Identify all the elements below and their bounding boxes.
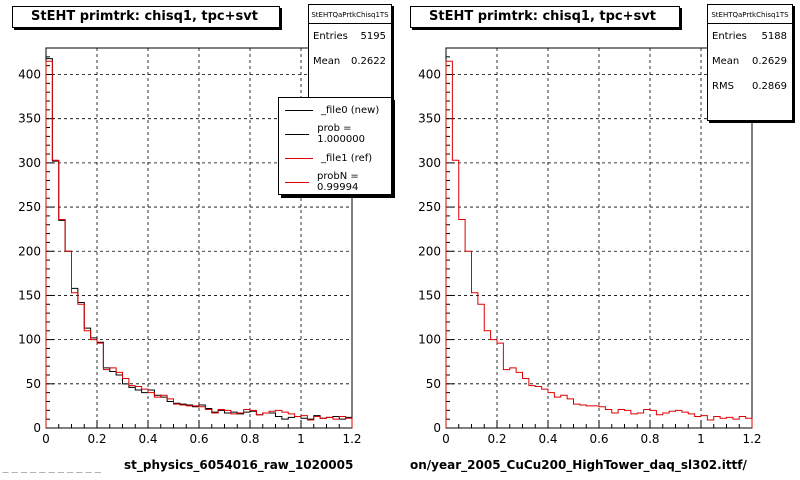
legend-entry: prob = 1.000000 <box>279 122 391 146</box>
left-file-label: st_physics_6054016_raw_1020005 <box>124 458 354 472</box>
left-legend: _file0 (new) prob = 1.000000 _file1 (ref… <box>278 97 392 195</box>
x-tick-label: 1.2 <box>742 432 761 446</box>
x-tick-label: 1 <box>297 432 305 446</box>
left-stats-label: Mean <box>313 56 341 67</box>
legend-label: _file1 (ref) <box>321 152 373 164</box>
x-tick-label: 0.6 <box>589 432 608 446</box>
y-tick-label: 100 <box>18 333 41 347</box>
y-tick-label: 300 <box>418 156 441 170</box>
right-histogram-plot: 0 0.2 0.4 0.6 0.8 1 1.2 0 50 100 150 200 250 300 350 40… <box>418 47 762 446</box>
y-tick-label: 100 <box>418 333 441 347</box>
right-stats-value: 0.2629 <box>752 56 787 67</box>
x-tick-label: 0.4 <box>538 432 557 446</box>
x-tick-label: 1.2 <box>342 432 361 446</box>
x-tick-label: 1 <box>697 432 705 446</box>
legend-label: probN = 0.99994 <box>317 171 359 193</box>
left-stats-row: Entries 5195 <box>309 24 391 49</box>
histogram-series-line <box>445 60 753 428</box>
y-tick-label: 0 <box>33 421 41 435</box>
y-tick-label: 150 <box>418 288 441 302</box>
x-tick-label: 0 <box>42 432 50 446</box>
right-stats-label: RMS <box>712 81 734 92</box>
x-tick-label: 0.2 <box>487 432 506 446</box>
legend-line-swatch <box>285 157 313 159</box>
y-tick-label: 200 <box>418 244 441 258</box>
right-stats-label: Mean <box>712 56 740 67</box>
legend-line-swatch <box>285 181 310 183</box>
legend-label: _file0 (new) <box>321 104 380 116</box>
right-stats-row: Mean 0.2629 <box>708 49 792 74</box>
legend-entry: probN = 0.99994 <box>279 170 391 194</box>
y-tick-label: 400 <box>418 68 441 82</box>
left-stats-value: 0.2622 <box>351 56 386 67</box>
right-stats-value: 5188 <box>761 31 787 42</box>
y-tick-label: 350 <box>18 112 41 126</box>
left-stats-hist-name: StEHTQaPrtkChisq1TS <box>309 5 391 24</box>
legend-label: prob = 1.000000 <box>317 123 365 145</box>
right-stats-box: StEHTQaPrtkChisq1TS Entries 5188 Mean 0.… <box>707 4 793 121</box>
right-title: StEHT primtrk: chisq1, tpc+svt <box>410 6 680 28</box>
left-stats-value: 5195 <box>360 31 386 42</box>
legend-entry: _file0 (new) <box>279 98 391 122</box>
right-file-label: on/year_2005_CuCu200_HighTower_daq_sl302… <box>410 458 747 472</box>
y-tick-label: 350 <box>418 112 441 126</box>
y-tick-label: 250 <box>418 200 441 214</box>
y-tick-label: 150 <box>18 288 41 302</box>
left-title: StEHT primtrk: chisq1, tpc+svt <box>12 6 280 28</box>
x-tick-label: 0.8 <box>640 432 659 446</box>
y-tick-label: 300 <box>18 156 41 170</box>
y-tick-label: 0 <box>433 421 441 435</box>
plot-frame <box>445 47 753 429</box>
legend-entry: _file1 (ref) <box>279 146 391 170</box>
x-tick-label: 0.2 <box>87 432 106 446</box>
right-stats-label: Entries <box>712 31 747 42</box>
y-tick-label: 400 <box>18 68 41 82</box>
right-histogram-panel: 0 0.2 0.4 0.6 0.8 1 1.2 0 50 100 150 200 250 300 350 40… <box>400 0 800 480</box>
x-tick-label: 0.8 <box>240 432 259 446</box>
y-tick-label: 50 <box>426 377 441 391</box>
left-stats-label: Entries <box>313 31 348 42</box>
x-tick-label: 0.4 <box>138 432 157 446</box>
y-tick-label: 250 <box>18 200 41 214</box>
right-stats-value: 0.2869 <box>752 81 787 92</box>
left-histogram-panel: 0 0.2 0.4 0.6 0.8 1 1.2 0 50 100 150 200 250 300 350 40… <box>12 4 392 472</box>
left-stats-row: Mean 0.2622 <box>309 49 391 74</box>
right-stats-row: RMS 0.2869 <box>708 74 792 99</box>
y-tick-label: 200 <box>18 244 41 258</box>
right-stats-row: Entries 5188 <box>708 24 792 49</box>
y-tick-label: 50 <box>26 377 41 391</box>
footer-tag: — — — — — — — — — — — <box>2 468 102 476</box>
x-tick-label: 0.6 <box>189 432 208 446</box>
legend-line-swatch <box>285 133 310 135</box>
right-stats-hist-name: StEHTQaPrtkChisq1TS <box>708 5 792 24</box>
x-tick-label: 0 <box>442 432 450 446</box>
left-stats-box: StEHTQaPrtkChisq1TS Entries 5195 Mean 0.… <box>308 4 392 100</box>
legend-line-swatch <box>285 109 313 111</box>
histogram-series-line <box>45 60 353 428</box>
